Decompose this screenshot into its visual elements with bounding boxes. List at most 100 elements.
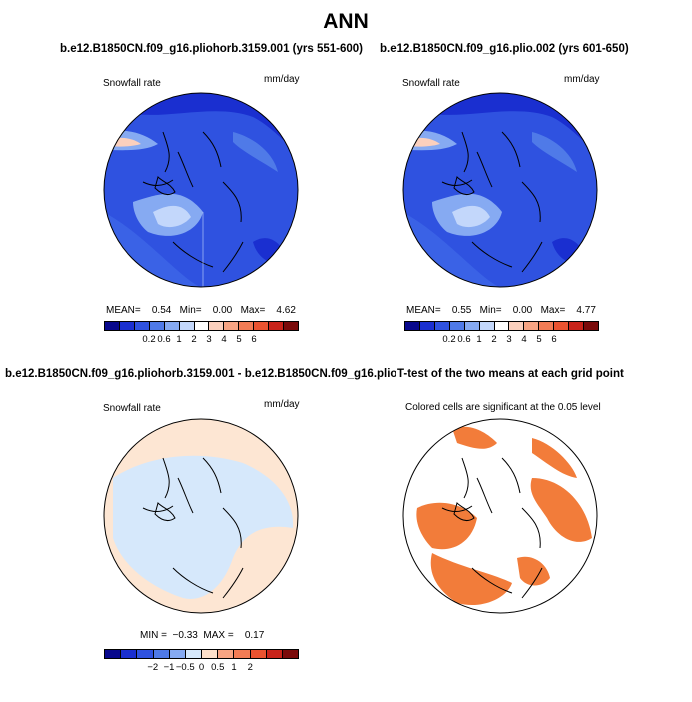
colorbar-swatch [509, 322, 525, 330]
mean-label: MEAN= [106, 305, 141, 316]
colorbar-tick-label: 0.6 [457, 334, 471, 345]
stats-top-left: MEAN= 0.54 Min= 0.00 Max= 4.62 [106, 305, 296, 316]
colorbar-tick-label: 3 [206, 334, 212, 345]
colorbar-ticks-top-left: 0.2 0.6 1 2 3 4 5 6 [104, 334, 299, 346]
mean-value: 0.55 [451, 305, 472, 316]
units-label-top-left: mm/day [264, 74, 300, 85]
colorbar-swatch [269, 322, 285, 330]
colorbar-swatch [121, 650, 138, 658]
colorbar-swatch [284, 322, 298, 330]
colorbar-tick-label: 5 [536, 334, 542, 345]
colorbar-swatch [185, 650, 203, 658]
colorbar-swatch [449, 322, 465, 330]
min-value: −0.33 [172, 630, 198, 641]
min-value: 0.00 [212, 305, 233, 316]
colorbar-swatch [218, 650, 235, 658]
colorbar-tick-label: 6 [551, 334, 557, 345]
min-label: Min= [479, 305, 502, 316]
colorbar-swatch [105, 322, 120, 330]
colorbar-top-right [404, 321, 599, 331]
colorbar-tick-label: 6 [251, 334, 257, 345]
colorbar-swatch [224, 322, 240, 330]
colorbar-swatch [539, 322, 555, 330]
colorbar-swatch [419, 322, 435, 330]
colorbar-tick-label: 4 [221, 334, 227, 345]
polar-map-top-right [402, 92, 598, 288]
colorbar-tick-label: 0 [198, 662, 205, 673]
main-title: ANN [323, 10, 369, 33]
colorbar-tick-label: 1 [476, 334, 482, 345]
colorbar-swatch [405, 322, 420, 330]
colorbar-swatch [234, 650, 251, 658]
colorbar-swatch [250, 650, 267, 658]
colorbar-ticks-bottom-left: −2 −1 −0.5 0 0.5 1 2 [104, 662, 299, 674]
min-label: MIN = [140, 630, 167, 641]
colorbar-tick-label: 5 [236, 334, 242, 345]
stats-top-right: MEAN= 0.55 Min= 0.00 Max= 4.77 [406, 305, 596, 316]
max-label: Max= [540, 305, 566, 316]
colorbar-tick-label: 0.5 [211, 662, 225, 673]
panel-title-top-right: b.e12.B1850CN.f09_g16.plio.002 (yrs 601-… [380, 43, 629, 55]
units-label-bottom-left: mm/day [264, 399, 300, 410]
colorbar-swatch [134, 322, 150, 330]
colorbar-swatch [119, 322, 135, 330]
colorbar-swatch [105, 650, 122, 658]
colorbar-swatch [179, 322, 195, 330]
colorbar-swatch [254, 322, 270, 330]
colorbar-swatch [153, 650, 170, 658]
panel-title-top-left: b.e12.B1850CN.f09_g16.pliohorb.3159.001 … [60, 43, 363, 55]
colorbar-tick-label: −1 [163, 662, 175, 673]
max-value: 4.77 [576, 305, 596, 316]
colorbar-tick-label: 2 [491, 334, 497, 345]
panel-title-bottom-right: T-test of the two means at each grid poi… [396, 368, 624, 380]
colorbar-tick-label: 1 [231, 662, 237, 673]
colorbar-swatch [194, 322, 210, 330]
colorbar-tick-label: 0.2 [442, 334, 456, 345]
colorbar-swatch [164, 322, 180, 330]
colorbar-tick-label: 3 [506, 334, 512, 345]
colorbar-swatch [494, 322, 510, 330]
mean-value: 0.54 [151, 305, 172, 316]
colorbar-tick-label: −0.5 [175, 662, 195, 673]
colorbar-swatch [584, 322, 598, 330]
colorbar-tick-label: 4 [521, 334, 527, 345]
polar-map-bottom-right [402, 418, 598, 614]
panel-title-bottom-left: b.e12.B1850CN.f09_g16.pliohorb.3159.001 … [5, 368, 420, 380]
colorbar-tick-label: 2 [247, 662, 253, 673]
colorbar-swatch [202, 650, 219, 658]
colorbar-tick-label: 1 [176, 334, 182, 345]
max-value: 0.17 [244, 630, 265, 641]
polar-map-top-left [103, 92, 299, 288]
max-label: MAX = [203, 630, 234, 641]
units-label-top-right: mm/day [564, 74, 600, 85]
max-label: Max= [240, 305, 266, 316]
min-value: 0.00 [512, 305, 533, 316]
colorbar-swatch [479, 322, 495, 330]
colorbar-ticks-top-right: 0.2 0.6 1 2 3 4 5 6 [404, 334, 599, 346]
colorbar-swatch [149, 322, 165, 330]
variable-label-top-left: Snowfall rate [103, 78, 161, 89]
colorbar-tick-label: 2 [191, 334, 197, 345]
polar-map-bottom-left [103, 418, 299, 614]
colorbar-swatch [464, 322, 480, 330]
variable-label-top-right: Snowfall rate [402, 78, 460, 89]
colorbar-swatch [266, 650, 283, 658]
colorbar-swatch [524, 322, 540, 330]
colorbar-swatch [569, 322, 585, 330]
subtitle-bottom-right: Colored cells are significant at the 0.0… [405, 402, 601, 413]
colorbar-swatch [434, 322, 450, 330]
colorbar-bottom-left [104, 649, 299, 659]
mean-label: MEAN= [406, 305, 441, 316]
max-value: 4.62 [276, 305, 296, 316]
stats-bottom-left: MIN = −0.33 MAX = 0.17 [140, 630, 264, 641]
colorbar-swatch [209, 322, 225, 330]
colorbar-tick-label: 0.6 [157, 334, 171, 345]
colorbar-swatch [137, 650, 154, 658]
variable-label-bottom-left: Snowfall rate [103, 403, 161, 414]
min-label: Min= [179, 305, 202, 316]
colorbar-top-left [104, 321, 299, 331]
colorbar-tick-label: −2 [147, 662, 159, 673]
colorbar-swatch [169, 650, 186, 658]
colorbar-swatch [554, 322, 570, 330]
colorbar-tick-label: 0.2 [142, 334, 156, 345]
